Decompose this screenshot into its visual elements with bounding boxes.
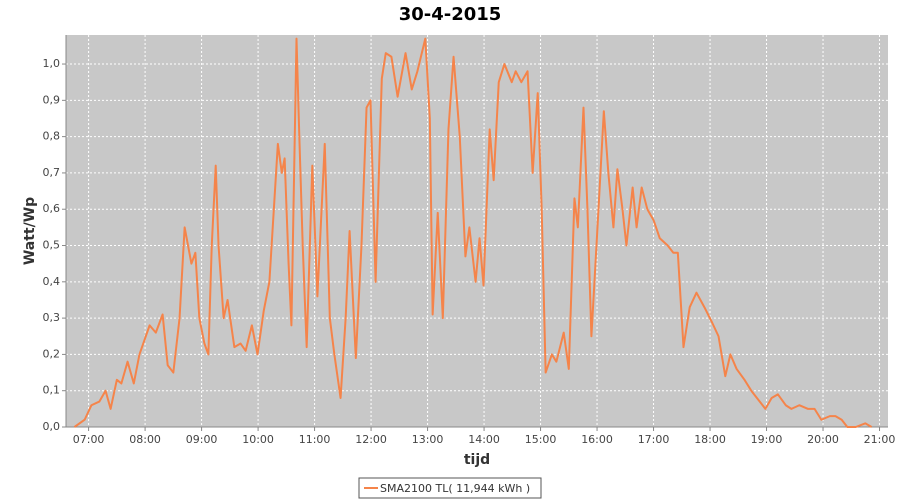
y-tick-label: 1,0 <box>43 57 61 70</box>
y-tick-label: 0,4 <box>43 275 61 288</box>
y-tick-label: 0,1 <box>43 384 61 397</box>
legend-label: SMA2100 TL( 11,944 kWh ) <box>380 482 530 495</box>
x-tick-label: 18:00 <box>694 433 726 446</box>
chart-title: 30-4-2015 <box>399 4 502 25</box>
x-tick-label: 21:00 <box>864 433 896 446</box>
x-tick-label: 19:00 <box>751 433 783 446</box>
y-axis-label: Watt/Wp <box>22 197 38 265</box>
x-axis-label: tijd <box>464 452 490 468</box>
y-tick-label: 0,0 <box>43 420 61 433</box>
x-tick-label: 15:00 <box>525 433 557 446</box>
y-tick-label: 0,3 <box>43 311 61 324</box>
x-tick-label: 16:00 <box>581 433 613 446</box>
x-tick-label: 20:00 <box>807 433 839 446</box>
lines <box>73 37 873 428</box>
x-tick-label: 13:00 <box>412 433 444 446</box>
plot-area <box>66 35 888 427</box>
x-tick-label: 14:00 <box>468 433 500 446</box>
legend-box <box>358 477 542 499</box>
x-tick-label: 09:00 <box>186 433 218 446</box>
x-tick-label: 17:00 <box>638 433 670 446</box>
y-tick-label: 0,9 <box>43 93 61 106</box>
ticks: 0,0 0,1 0,2 0,3 0,4 0,5 0,6 0,7 0,8 0,9 1,0 07:00 08… <box>43 35 896 446</box>
y-tick-label: 0,8 <box>43 130 61 143</box>
x-tick-label: 07:00 <box>73 433 105 446</box>
x-tick-label: 08:00 <box>129 433 161 446</box>
legend: SMA2100 TL( 11,944 kWh ) <box>358 477 542 499</box>
y-tick-label: 0,5 <box>43 239 61 252</box>
series-line <box>73 37 873 428</box>
x-tick-label: 12:00 <box>355 433 387 446</box>
y-tick-label: 0,6 <box>43 202 61 215</box>
y-tick-label: 0,2 <box>43 347 61 360</box>
y-tick-label: 0,7 <box>43 166 61 179</box>
x-tick-label: 11:00 <box>299 433 331 446</box>
x-tick-label: 10:00 <box>242 433 274 446</box>
